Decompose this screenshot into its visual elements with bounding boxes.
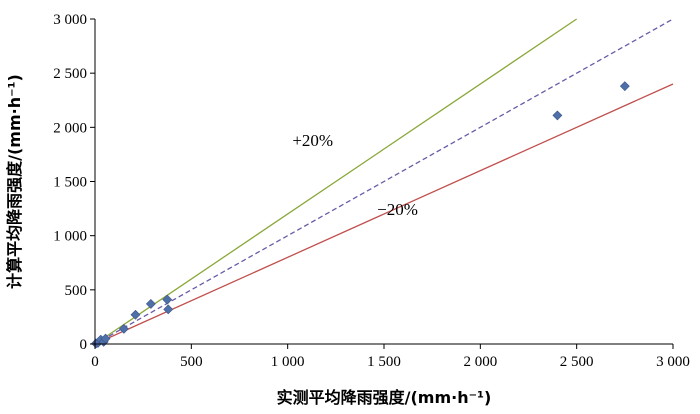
x-tick-label: 1 000 bbox=[271, 354, 305, 370]
data-point bbox=[552, 110, 563, 121]
data-point bbox=[163, 304, 174, 315]
x-axis-title: 实测平均降雨强度/(mm·h⁻¹) bbox=[277, 388, 492, 407]
data-point bbox=[118, 323, 129, 334]
y-tick-label: 2 000 bbox=[53, 120, 87, 136]
data-point bbox=[130, 309, 141, 320]
line-annotation-label: +20% bbox=[292, 131, 333, 150]
y-tick-label: 2 500 bbox=[53, 66, 87, 82]
y-tick-label: 3 000 bbox=[53, 12, 87, 28]
y-axis-title: 计算平均降雨强度/(mm·h⁻¹) bbox=[5, 74, 24, 289]
reference-line-0 bbox=[94, 18, 578, 345]
line-annotation-label: −20% bbox=[377, 200, 418, 219]
data-points bbox=[91, 81, 630, 349]
y-tick-label: 0 bbox=[80, 337, 88, 353]
reference-lines bbox=[94, 18, 674, 345]
reference-line-2 bbox=[94, 83, 674, 345]
x-tick-label: 2 500 bbox=[560, 354, 594, 370]
x-tick-label: 1 500 bbox=[367, 354, 401, 370]
reference-line-1 bbox=[94, 18, 674, 345]
y-tick-label: 500 bbox=[65, 283, 88, 299]
line-annotations: +20% −20% bbox=[292, 131, 418, 219]
x-axis-ticks: 0 500 1 000 1 500 2 000 2 500 3 000 bbox=[91, 344, 690, 370]
x-tick-label: 3 000 bbox=[656, 354, 690, 370]
data-point bbox=[162, 294, 173, 305]
x-tick-label: 500 bbox=[180, 354, 203, 370]
x-tick-label: 0 bbox=[91, 354, 99, 370]
y-tick-label: 1 000 bbox=[53, 229, 87, 245]
x-tick-label: 2 000 bbox=[463, 354, 497, 370]
y-tick-label: 1 500 bbox=[53, 175, 87, 191]
y-axis-ticks: 0 500 1 000 1 500 2 000 2 500 3 000 bbox=[53, 12, 95, 353]
data-point bbox=[100, 333, 111, 344]
data-point bbox=[145, 298, 156, 309]
data-point bbox=[619, 81, 630, 92]
